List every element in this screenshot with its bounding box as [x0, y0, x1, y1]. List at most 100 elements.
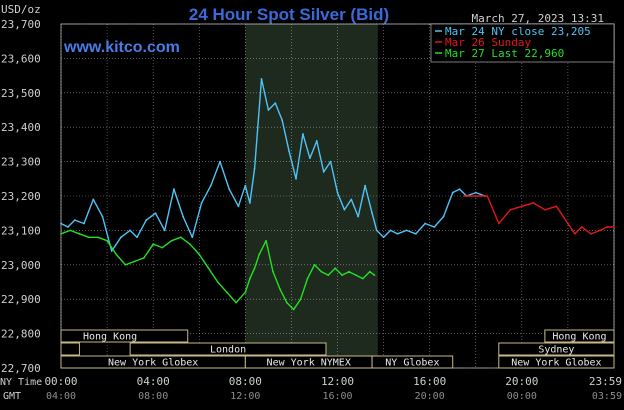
- series-0-point: [329, 160, 332, 163]
- series-0-point: [253, 167, 256, 170]
- session-label: New York NYMEX: [267, 358, 351, 369]
- series-1-point: [497, 222, 500, 225]
- series-0-point: [375, 229, 378, 232]
- series-2-point: [368, 270, 371, 273]
- legend-entry-0: Mar 24 NY close 23,205: [435, 25, 591, 38]
- series-0-point: [267, 109, 270, 111]
- series-1-point: [590, 232, 592, 235]
- x-tick-label-gmt: 04:00: [46, 391, 76, 402]
- session-label: Sydney: [538, 345, 574, 356]
- series-1-point: [543, 208, 546, 211]
- y-tick-label: 22,700: [1, 362, 41, 375]
- gmt-label: GMT: [3, 391, 21, 402]
- session-band-5: New York Globex: [60, 355, 246, 369]
- series-0-point: [244, 184, 247, 187]
- session-label: Hong Kong: [552, 332, 606, 343]
- series-0-point: [101, 215, 104, 218]
- series-0-point: [228, 188, 231, 191]
- series-0-point: [474, 191, 477, 194]
- series-0-point: [73, 219, 76, 221]
- series-2-point: [189, 243, 191, 246]
- series-1-point: [599, 229, 602, 232]
- series-0-point: [110, 250, 113, 252]
- session-band-4: Sydney: [498, 342, 615, 356]
- series-2-point: [306, 277, 309, 280]
- series-0-point: [200, 201, 203, 204]
- series-1-point: [573, 232, 576, 235]
- series-0-point: [371, 212, 373, 215]
- legend-label: Mar 27 Last 22,960: [445, 47, 564, 60]
- series-0-point: [274, 102, 277, 105]
- series-2-point: [235, 301, 238, 304]
- x-tick-label-ny: 00:00: [44, 375, 77, 388]
- series-0-point: [322, 171, 325, 173]
- series-2-point: [115, 253, 118, 256]
- y-tick-label: 22,900: [1, 293, 41, 306]
- series-0-point: [357, 215, 360, 218]
- x-tick-label-ny: 20:00: [505, 375, 538, 388]
- series-0-point: [414, 232, 417, 235]
- session-label: London: [210, 345, 246, 356]
- session-label: New York Globex: [108, 358, 198, 369]
- series-2-point: [161, 246, 164, 249]
- series-2-point: [313, 263, 316, 266]
- x-tick-label-gmt: 03:59: [592, 391, 622, 402]
- x-tick-label-gmt: 20:00: [415, 391, 445, 402]
- series-1-point: [520, 205, 523, 208]
- series-0-point: [163, 229, 166, 232]
- session-band-2: [60, 342, 80, 356]
- series-2-point: [216, 281, 219, 283]
- series-1-point: [555, 205, 558, 208]
- y-tick-label: 23,000: [1, 259, 41, 272]
- x-tick-label-gmt: 12:00: [230, 391, 260, 402]
- y-tick-label: 23,100: [1, 224, 41, 237]
- series-1-point: [463, 195, 466, 197]
- series-2-point: [60, 232, 62, 235]
- series-0-point: [458, 188, 461, 191]
- series-0-point: [237, 205, 240, 208]
- x-tick-label-ny: 04:00: [137, 375, 170, 388]
- series-2-point: [244, 291, 247, 294]
- y-unit-label: USD/oz: [1, 3, 41, 16]
- series-2-point: [106, 239, 108, 242]
- series-1-point: [532, 201, 535, 204]
- chart-title: 24 Hour Spot Silver (Bid): [189, 5, 389, 24]
- session-band-1: Hong Kong: [544, 329, 615, 343]
- series-0-point: [442, 215, 445, 218]
- session-band-0: Hong Kong: [60, 329, 189, 343]
- series-2-point: [355, 274, 357, 277]
- series-0-point: [281, 119, 284, 122]
- series-0-point: [405, 229, 408, 232]
- y-tick-label: 23,300: [1, 156, 41, 169]
- series-0-point: [219, 160, 221, 163]
- series-2-point: [78, 232, 81, 235]
- legend-box: [430, 23, 615, 63]
- series-2-point: [170, 239, 173, 242]
- series-0-point: [145, 219, 148, 221]
- series-0-point: [308, 157, 311, 160]
- series-2-point: [299, 298, 302, 301]
- series-2-point: [226, 291, 228, 294]
- x-tick-label-gmt: 08:00: [138, 391, 168, 402]
- series-0-point: [343, 208, 346, 211]
- series-layer: [60, 78, 615, 311]
- series-0-point: [295, 177, 297, 180]
- series-line-1: [464, 195, 614, 235]
- series-2-point: [320, 270, 323, 273]
- series-2-point: [198, 253, 201, 256]
- series-0-point: [336, 191, 339, 194]
- y-tick-label: 23,200: [1, 190, 41, 203]
- series-0-point: [173, 188, 175, 191]
- brand-link[interactable]: www.kitco.com: [63, 39, 180, 56]
- legend-label: Mar 26 Sunday: [445, 36, 531, 49]
- series-2-point: [265, 239, 267, 242]
- x-tick-label-ny: 08:00: [229, 375, 262, 388]
- series-1-point: [474, 195, 477, 197]
- session-box: [60, 329, 189, 343]
- series-2-point: [253, 267, 256, 270]
- legend-label: Mar 24 NY close 23,205: [445, 25, 591, 38]
- series-2-point: [348, 270, 350, 273]
- x-tick-labels: 00:00 04:00 04:00 08:00 08:00 12:00 12:00 16:00…: [44, 375, 622, 402]
- session-band-8: New York Globex: [498, 355, 615, 369]
